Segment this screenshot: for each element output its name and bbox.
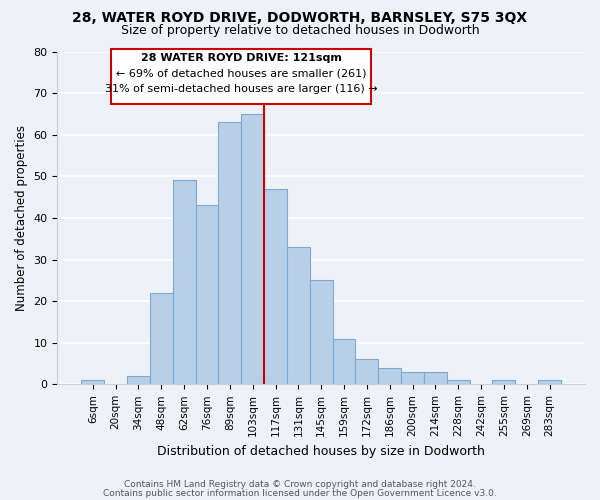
Bar: [127, 376, 150, 384]
Bar: [287, 247, 310, 384]
Y-axis label: Number of detached properties: Number of detached properties: [15, 125, 28, 311]
Bar: [241, 114, 264, 384]
Bar: [150, 293, 173, 384]
Bar: [173, 180, 196, 384]
Bar: [538, 380, 561, 384]
Bar: [493, 380, 515, 384]
Text: Contains public sector information licensed under the Open Government Licence v3: Contains public sector information licen…: [103, 488, 497, 498]
Bar: [379, 368, 401, 384]
X-axis label: Distribution of detached houses by size in Dodworth: Distribution of detached houses by size …: [157, 444, 485, 458]
Bar: [310, 280, 332, 384]
Text: 31% of semi-detached houses are larger (116) →: 31% of semi-detached houses are larger (…: [105, 84, 377, 94]
Bar: [355, 360, 379, 384]
FancyBboxPatch shape: [111, 50, 371, 104]
Bar: [264, 189, 287, 384]
Bar: [447, 380, 470, 384]
Text: ← 69% of detached houses are smaller (261): ← 69% of detached houses are smaller (26…: [116, 68, 367, 78]
Bar: [196, 206, 218, 384]
Bar: [332, 338, 355, 384]
Text: Contains HM Land Registry data © Crown copyright and database right 2024.: Contains HM Land Registry data © Crown c…: [124, 480, 476, 489]
Bar: [82, 380, 104, 384]
Bar: [401, 372, 424, 384]
Text: 28, WATER ROYD DRIVE, DODWORTH, BARNSLEY, S75 3QX: 28, WATER ROYD DRIVE, DODWORTH, BARNSLEY…: [73, 11, 527, 25]
Text: Size of property relative to detached houses in Dodworth: Size of property relative to detached ho…: [121, 24, 479, 37]
Text: 28 WATER ROYD DRIVE: 121sqm: 28 WATER ROYD DRIVE: 121sqm: [141, 52, 341, 62]
Bar: [424, 372, 447, 384]
Bar: [218, 122, 241, 384]
